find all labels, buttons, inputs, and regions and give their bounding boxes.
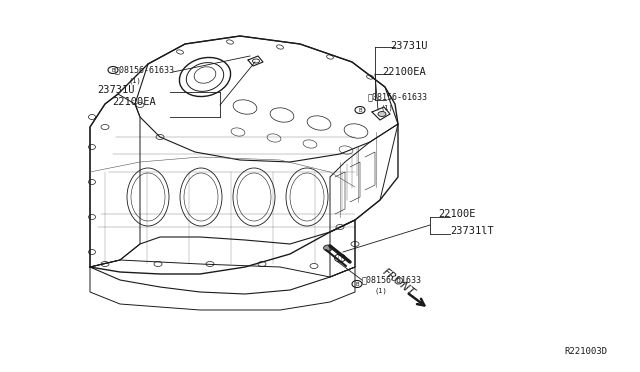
Text: 23731lT: 23731lT: [450, 226, 493, 236]
Text: (1): (1): [374, 288, 387, 294]
Text: (1): (1): [380, 105, 393, 111]
Text: 22100EA: 22100EA: [112, 97, 156, 107]
Text: Ⓑ: Ⓑ: [338, 255, 342, 261]
Text: 22100E: 22100E: [438, 209, 476, 219]
Text: 22100EA: 22100EA: [382, 67, 426, 77]
Text: B: B: [355, 282, 359, 286]
Text: 23731U: 23731U: [390, 41, 428, 51]
Ellipse shape: [378, 112, 386, 116]
Text: (1): (1): [128, 78, 141, 84]
Text: FRONT: FRONT: [381, 267, 417, 298]
Text: Ⓑ08156-61633: Ⓑ08156-61633: [115, 65, 175, 74]
Text: R221003D: R221003D: [564, 347, 607, 356]
Text: Ⓑ08156-61633: Ⓑ08156-61633: [368, 93, 428, 102]
Text: B: B: [358, 108, 362, 112]
Text: B: B: [111, 67, 115, 73]
Text: Ⓑ08156-61633: Ⓑ08156-61633: [362, 276, 422, 285]
Ellipse shape: [323, 245, 333, 251]
Text: 23731U: 23731U: [97, 85, 134, 95]
